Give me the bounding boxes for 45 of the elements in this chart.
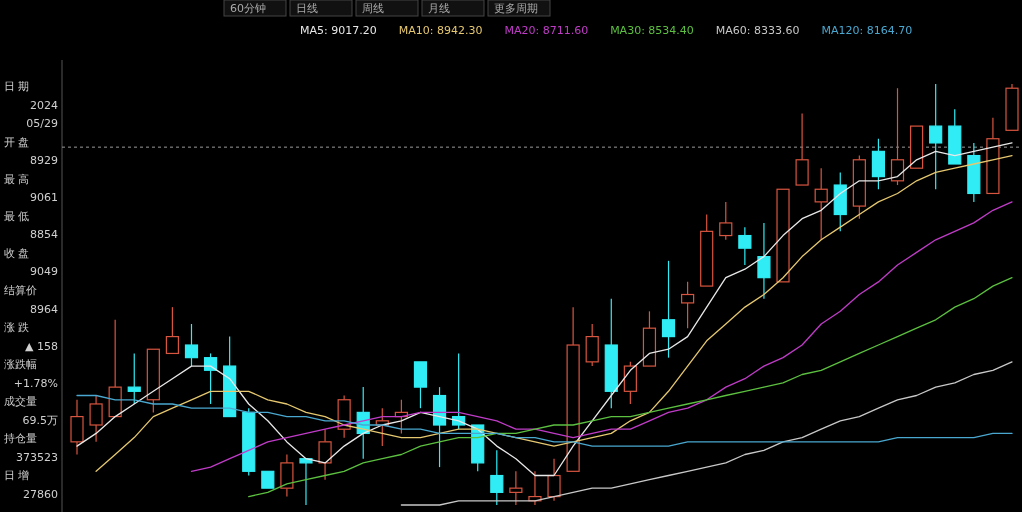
candlestick bbox=[661, 260, 676, 359]
candlestick bbox=[70, 399, 84, 456]
text: 最 高 bbox=[4, 172, 30, 186]
text: 8929 bbox=[30, 154, 58, 168]
text: MA60: 8333.60 bbox=[715, 24, 800, 37]
text: MA5: 9017.20 bbox=[300, 24, 377, 37]
text: 9049 bbox=[30, 265, 58, 279]
candlestick bbox=[929, 83, 943, 190]
text: 成交量 bbox=[4, 395, 37, 409]
text: MA30: 8534.40 bbox=[610, 24, 694, 37]
text: MA10: 8942.30 bbox=[398, 24, 483, 37]
text: 最 低 bbox=[4, 209, 30, 223]
candlestick bbox=[757, 222, 771, 300]
text: 69.5万 bbox=[22, 413, 58, 427]
text: 2024 bbox=[30, 98, 58, 112]
candlestick bbox=[738, 226, 752, 266]
text: 8854 bbox=[30, 228, 58, 242]
text: 05/29 bbox=[26, 117, 58, 131]
text: 收 盘 bbox=[4, 246, 30, 260]
text: ▲ 158 bbox=[25, 339, 58, 353]
text: 持仓量 bbox=[4, 432, 37, 446]
text: 27860 bbox=[23, 488, 58, 501]
text: MA120: 8164.70 bbox=[821, 24, 913, 37]
text: 8964 bbox=[30, 302, 58, 316]
text: 涨跌幅 bbox=[4, 358, 37, 372]
text: 周线 bbox=[362, 2, 384, 15]
candlestick bbox=[280, 453, 294, 498]
text: 日 增 bbox=[4, 469, 30, 483]
text: 涨 跌 bbox=[4, 321, 30, 335]
text: MA20: 8711.60 bbox=[504, 24, 589, 37]
text: 日 期 bbox=[4, 80, 30, 93]
text: 日线 bbox=[296, 2, 318, 15]
candlestick bbox=[89, 394, 103, 443]
text: 更多周期 bbox=[494, 2, 538, 15]
candlestick bbox=[318, 428, 332, 481]
candlestick bbox=[509, 470, 523, 506]
text: 373523 bbox=[16, 450, 58, 464]
text: 9061 bbox=[30, 191, 58, 205]
text: 开 盘 bbox=[4, 135, 30, 149]
text: +1.78% bbox=[13, 376, 58, 390]
text: 60分钟 bbox=[230, 2, 266, 15]
candlestick bbox=[547, 458, 561, 502]
text: 结算价 bbox=[4, 284, 37, 297]
candlestick bbox=[814, 167, 828, 241]
text: 月线 bbox=[428, 2, 450, 15]
